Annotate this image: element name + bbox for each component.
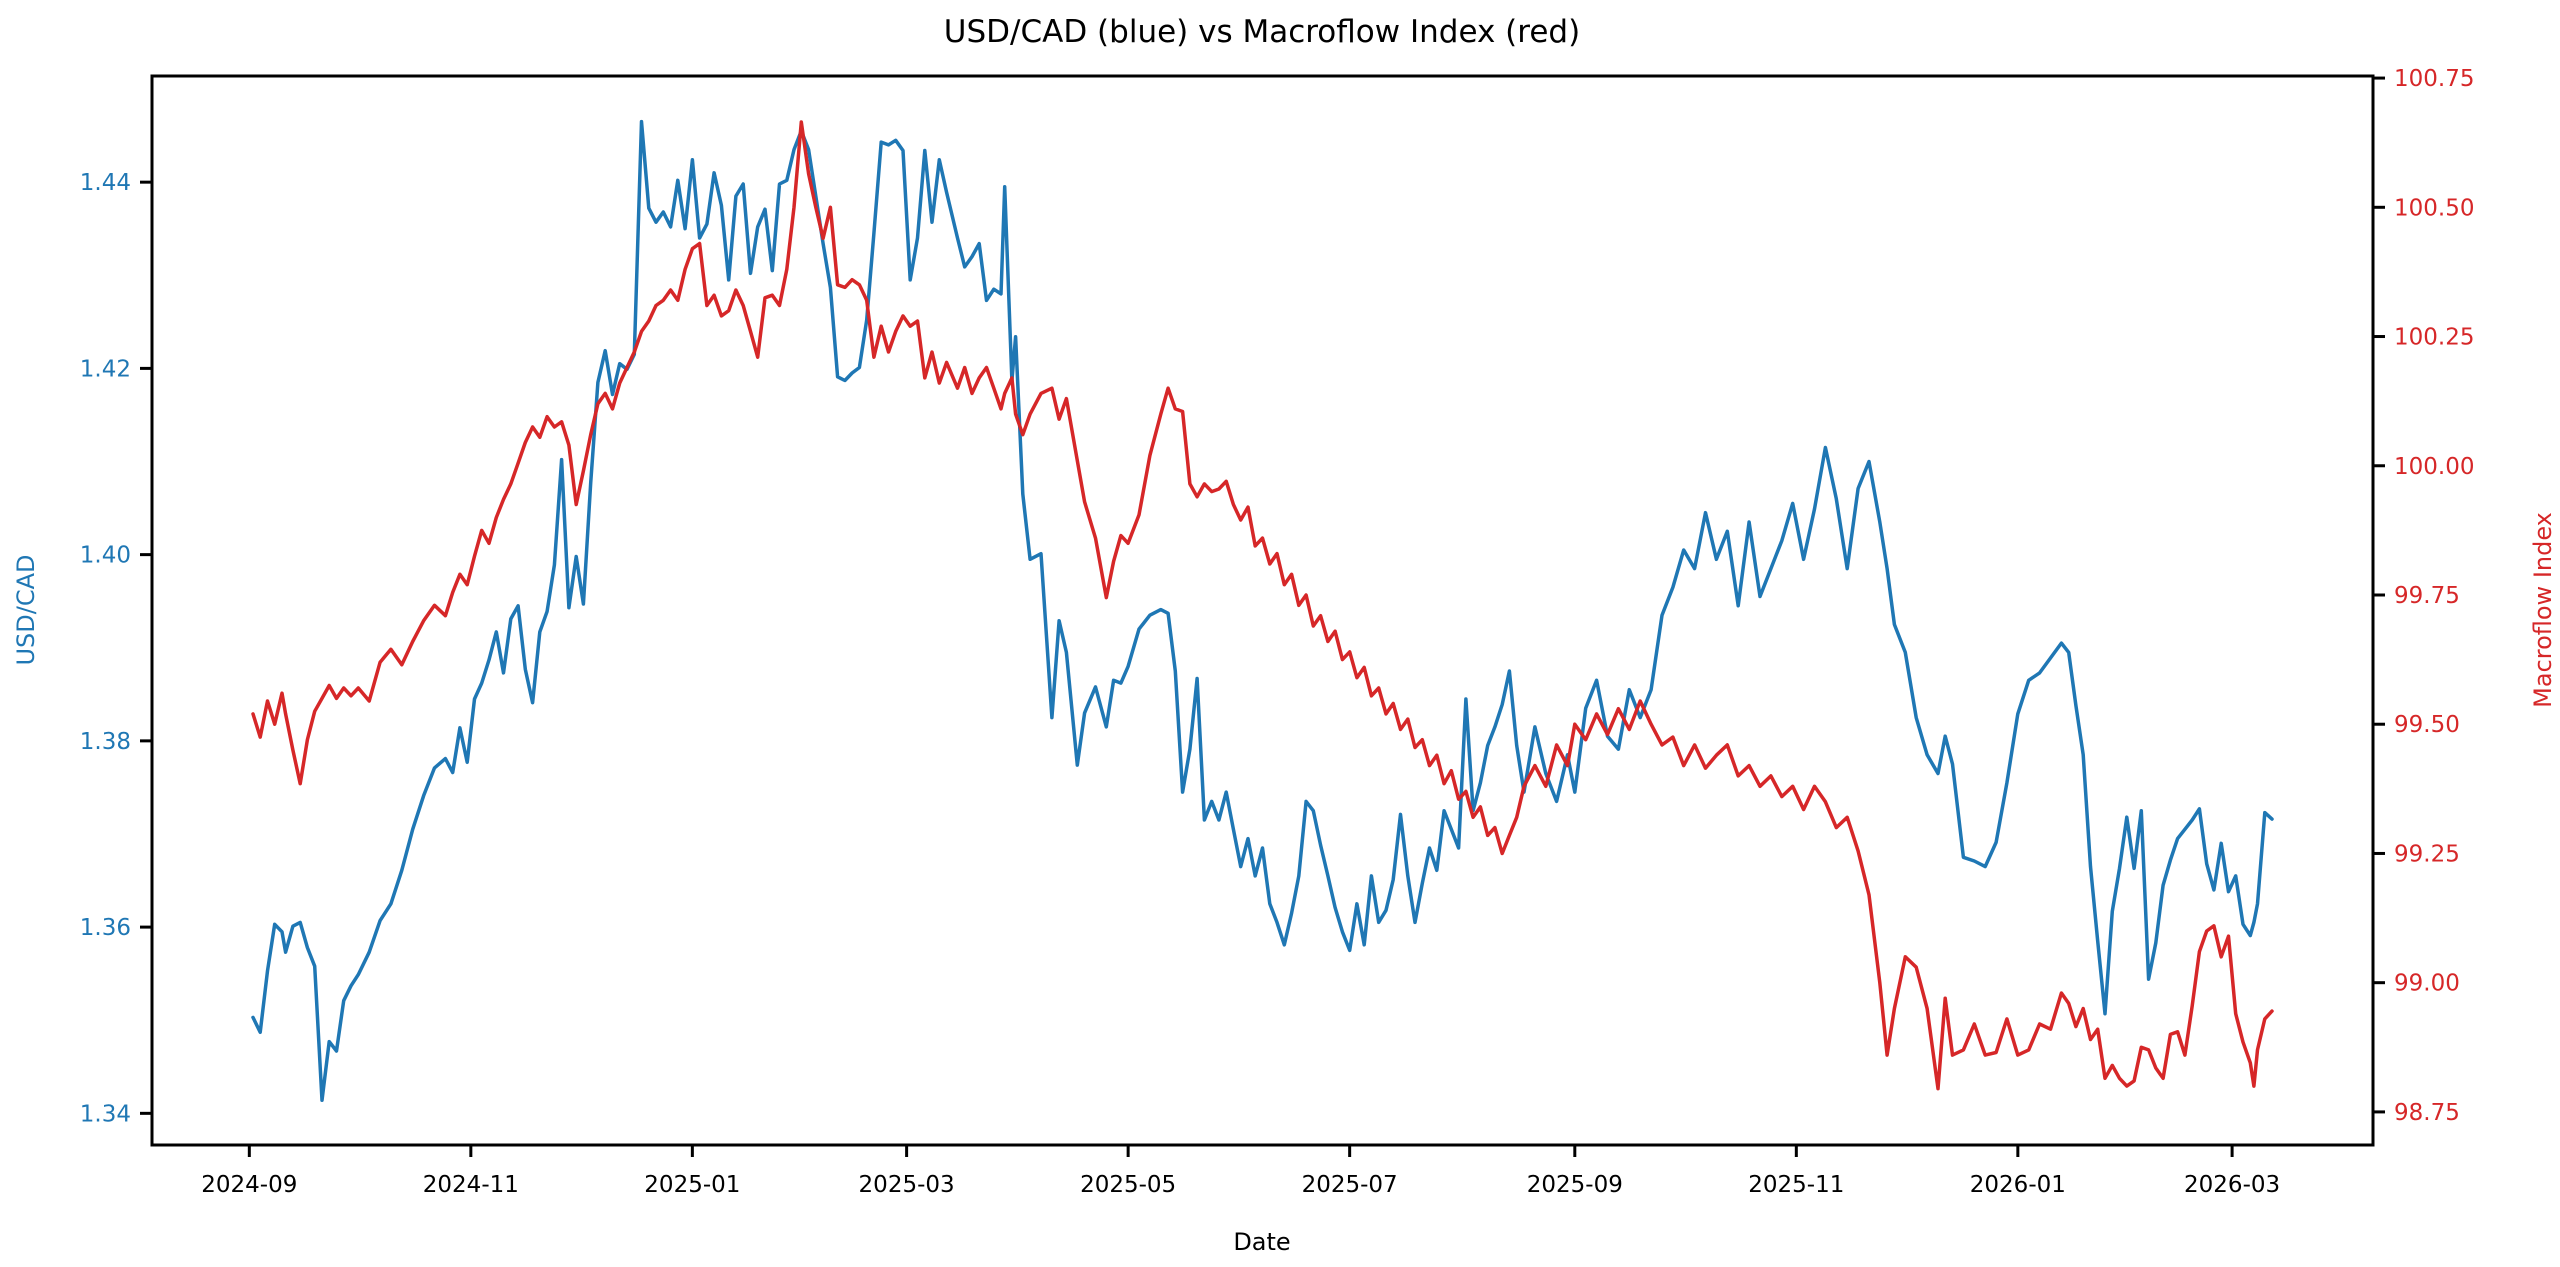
right-axis-ticks: 98.75 99.00 99.25 99.50 99.75 100.00 100.25 100… [2373,66,2474,1126]
right-tick-label: 99.50 [2394,712,2460,738]
x-tick-label: 2026-03 [2184,1172,2280,1198]
right-axis-label: Macroflow Index [2529,512,2557,708]
left-axis-ticks: 1.34 1.36 1.38 1.40 1.42 1.44 [80,170,152,1127]
right-tick-label: 100.75 [2394,66,2474,92]
x-tick-label: 2025-07 [1302,1172,1398,1198]
x-axis-ticks: 2024-09 2024-11 2025-01 2025-03 2025-05 2025-… [201,1145,2280,1198]
left-tick-label: 1.44 [80,170,131,196]
left-tick-label: 1.38 [80,729,131,755]
right-tick-label: 100.25 [2394,325,2474,351]
right-tick-label: 99.75 [2394,583,2460,609]
macroflow-line-series [251,120,2274,1091]
right-tick-label: 99.00 [2394,971,2460,997]
left-tick-label: 1.36 [80,915,131,941]
left-axis-label: USD/CAD [12,554,40,665]
x-tick-label: 2025-01 [644,1172,740,1198]
x-axis-label: Date [1233,1228,1290,1256]
chart-title: USD/CAD (blue) vs Macroflow Index (red) [944,14,1580,50]
x-tick-label: 2025-05 [1080,1172,1176,1198]
left-tick-label: 1.34 [80,1101,131,1127]
right-tick-label: 99.25 [2394,841,2460,867]
x-tick-label: 2026-01 [1970,1172,2066,1198]
right-tick-label: 100.00 [2394,454,2474,480]
left-tick-label: 1.42 [80,356,131,382]
right-tick-label: 98.75 [2394,1100,2460,1126]
x-tick-label: 2024-11 [423,1172,519,1198]
series-lines [251,119,2274,1103]
right-tick-label: 100.50 [2394,195,2474,221]
usdcad-line-series [251,119,2274,1103]
left-tick-label: 1.40 [80,543,131,569]
x-tick-label: 2025-11 [1748,1172,1844,1198]
x-tick-label: 2025-09 [1527,1172,1623,1198]
x-tick-label: 2025-03 [859,1172,955,1198]
x-tick-label: 2024-09 [201,1172,297,1198]
plot-border [150,74,2375,1147]
